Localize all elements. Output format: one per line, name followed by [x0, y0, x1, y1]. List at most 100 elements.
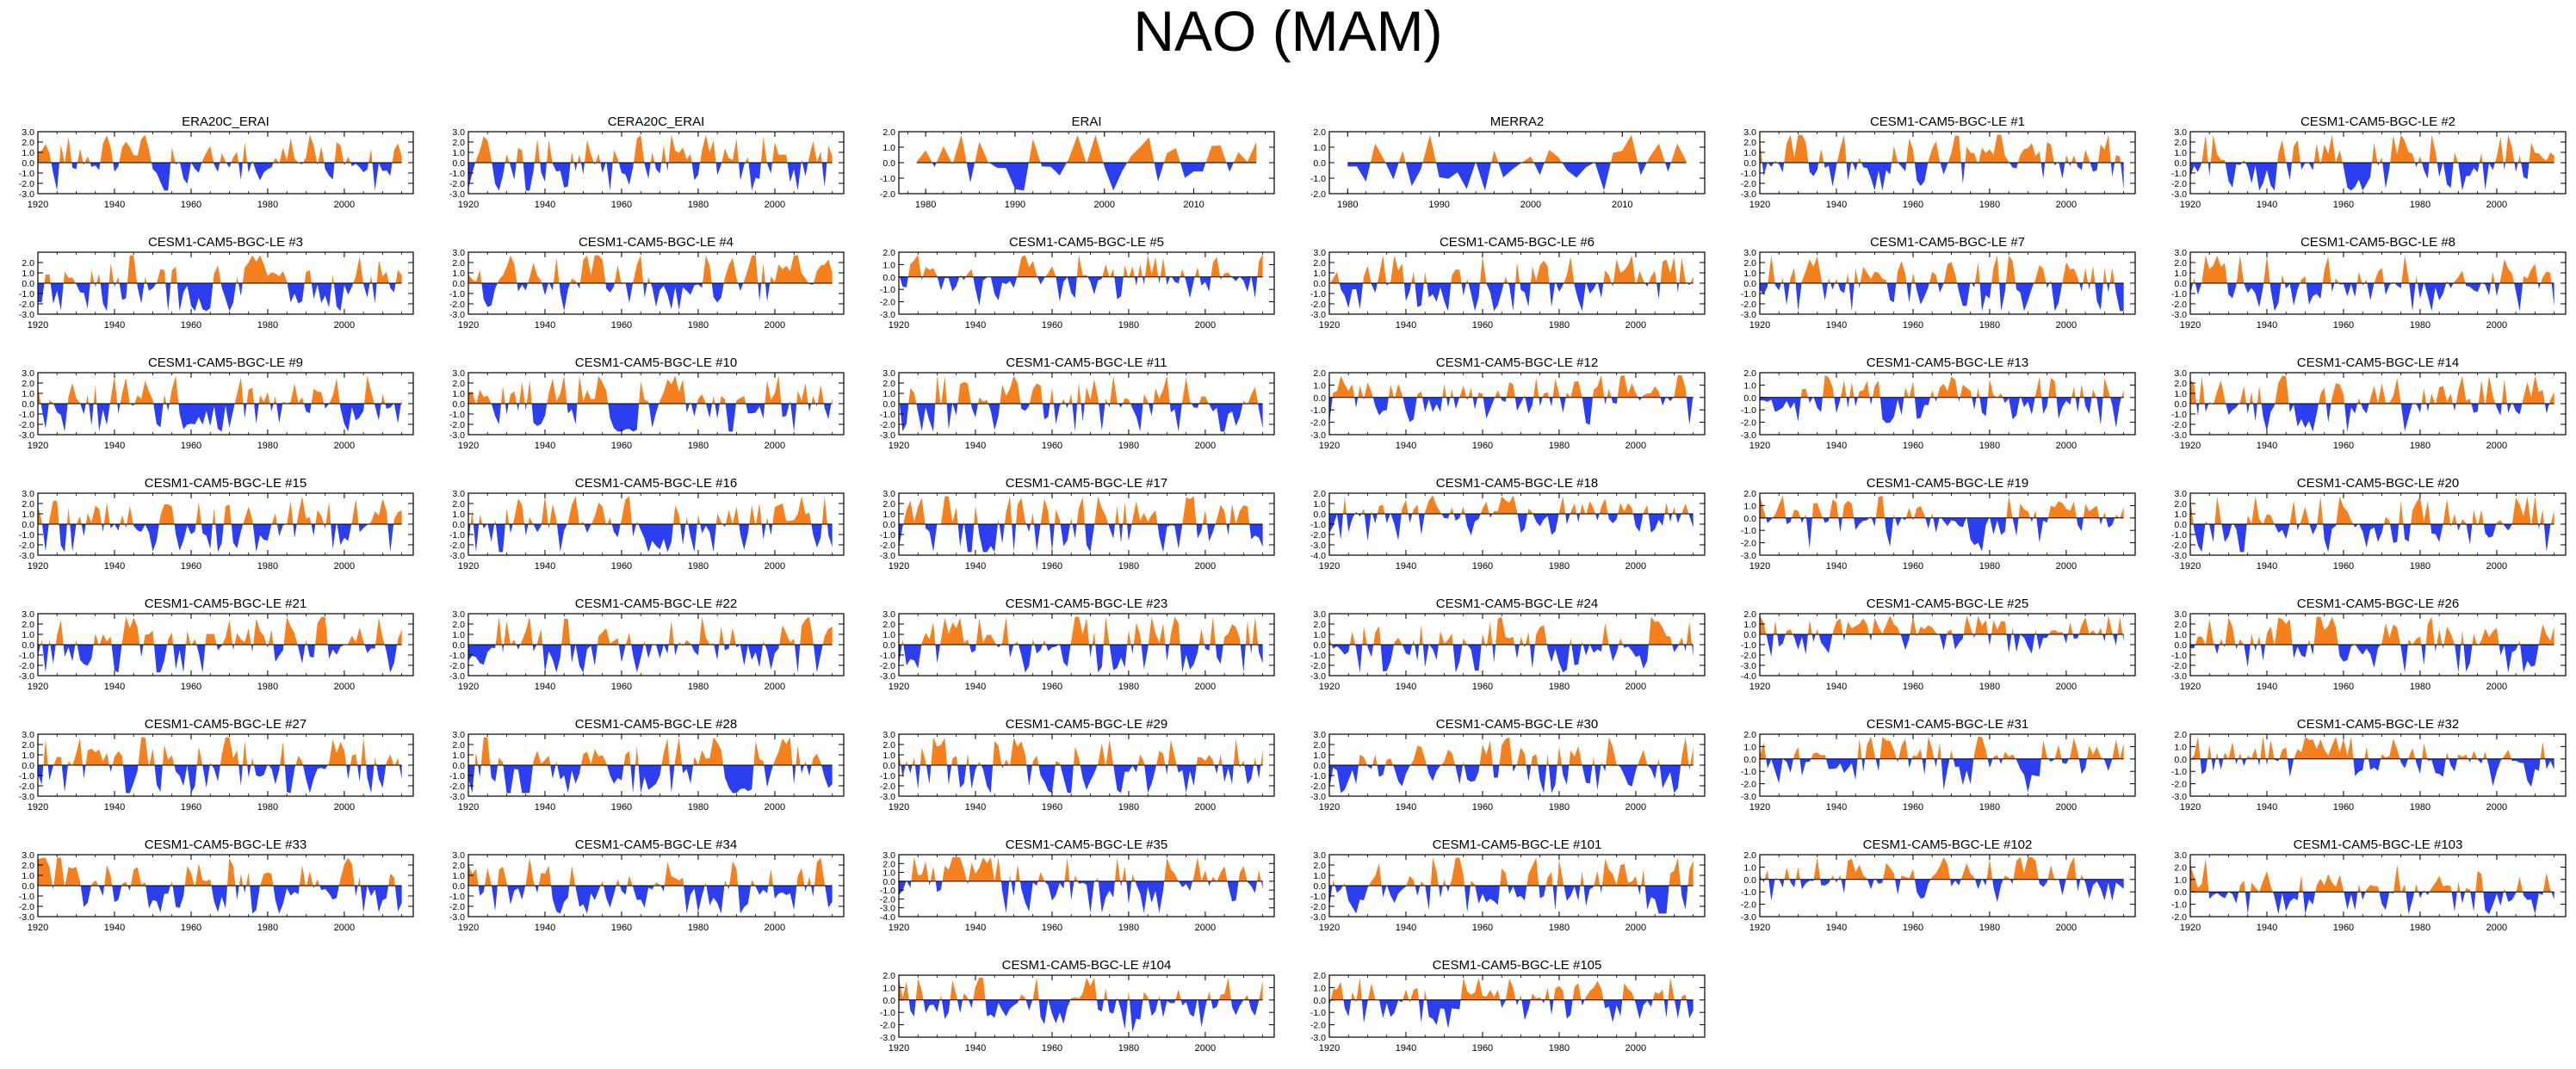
x-tick-label: 1960	[1472, 320, 1493, 331]
y-tick-label: 0.0	[1313, 158, 1326, 169]
x-tick-label: 1980	[1118, 320, 1139, 331]
x-tick-label: 2000	[2056, 682, 2077, 692]
x-tick-label: 2000	[2056, 923, 2077, 933]
panel-42: CESM1-CAM5-BGC-LE #103 3.02.0 1.00.0 -1.0-2…	[2171, 837, 2567, 933]
panel-title: CESM1-CAM5-BGC-LE #18	[1436, 476, 1598, 491]
x-tick-label: 1940	[1396, 320, 1416, 331]
y-tick-label: -2.0	[19, 300, 34, 310]
y-tick-label: 0.0	[2174, 399, 2187, 410]
y-tick-label: 3.0	[452, 609, 465, 620]
panel-title: CESM1-CAM5-BGC-LE #13	[1867, 355, 2028, 370]
y-tick-label: 1.0	[22, 389, 34, 399]
x-tick-label: 1960	[611, 561, 632, 572]
y-tick-label: 0.0	[452, 520, 465, 530]
x-tick-label: 1920	[1319, 441, 1340, 451]
y-tick-label: 1.0	[452, 871, 465, 881]
panel-26: CESM1-CAM5-BGC-LE #22 3.02.01.00.0-1.0-2.…	[449, 596, 845, 692]
y-tick-label: 0.0	[2174, 640, 2187, 651]
x-tick-label: 1920	[458, 682, 479, 692]
x-tick-label: 1980	[2410, 802, 2430, 813]
x-tick-label: 1980	[1979, 682, 2000, 692]
panel-title: CESM1-CAM5-BGC-LE #28	[575, 717, 737, 732]
y-tick-label: 1.0	[22, 630, 34, 640]
y-tick-label: 0.0	[22, 279, 34, 289]
y-tick-label: 3.0	[2174, 850, 2187, 861]
x-tick-label: 1960	[611, 682, 632, 692]
positive-area	[906, 857, 1261, 881]
y-tick-label: 2.0	[22, 499, 34, 510]
y-tick-label: 3.0	[22, 489, 34, 499]
x-tick-label: 1980	[2410, 682, 2430, 692]
negative-area	[41, 524, 394, 553]
y-tick-label: 0.0	[882, 273, 895, 283]
y-tick-label: 2.0	[882, 127, 895, 138]
y-tick-label: -2.0	[449, 661, 465, 671]
panel-31: CESM1-CAM5-BGC-LE #27 3.02.01.00.0-1.0-2.…	[19, 717, 414, 813]
negative-area	[1329, 999, 1694, 1029]
panel-title: CESM1-CAM5-BGC-LE #105	[1433, 958, 1602, 973]
y-tick-label: -3.0	[1741, 661, 1756, 671]
y-tick-label: 0.0	[2174, 755, 2187, 765]
y-tick-label: -4.0	[1310, 551, 1326, 561]
panel-title: CESM1-CAM5-BGC-LE #9	[148, 355, 303, 370]
panel-17: CESM1-CAM5-BGC-LE #13 2.01.0 0.0-1.0 -2.0-3…	[1741, 355, 2136, 451]
y-tick-label: 1.0	[2174, 630, 2187, 640]
plot-frame	[898, 251, 1275, 315]
panel-title: CESM1-CAM5-BGC-LE #3	[148, 235, 303, 250]
x-tick-label: 1960	[1472, 561, 1493, 572]
y-tick-label: 3.0	[452, 368, 465, 379]
x-tick-label: 1980	[257, 923, 278, 933]
y-tick-label: -2.0	[19, 902, 34, 912]
x-tick-label: 1920	[889, 923, 909, 933]
panel-title: CESM1-CAM5-BGC-LE #30	[1436, 717, 1598, 732]
y-tick-label: -1.0	[2171, 410, 2187, 420]
y-tick-label: -3.0	[449, 912, 465, 923]
y-tick-label: 1.0	[22, 751, 34, 761]
y-tick-label: -2.0	[1741, 900, 1756, 911]
y-tick-label: -3.0	[880, 904, 895, 914]
y-tick-label: 3.0	[882, 850, 895, 861]
x-tick-label: 1920	[1749, 200, 1770, 210]
x-tick-label: 1920	[458, 441, 479, 451]
negative-area	[2190, 283, 2554, 312]
x-tick-label: 1920	[458, 923, 479, 933]
x-tick-label: 1980	[688, 923, 709, 933]
negative-area	[1762, 163, 2124, 191]
y-tick-label: 1.0	[22, 871, 34, 881]
y-tick-label: -1.0	[880, 1008, 895, 1018]
x-tick-label: 1980	[688, 682, 709, 692]
panel-38: CESM1-CAM5-BGC-LE #34 3.02.01.00.0-1.0-2.…	[449, 837, 845, 933]
positive-area	[1358, 737, 1694, 765]
panel-23: CESM1-CAM5-BGC-LE #19 2.0 1.0 0.0 -1.0 -2.0 -3…	[1741, 476, 2136, 572]
x-tick-label: 1940	[104, 802, 125, 813]
y-tick-label: 1.0	[1313, 143, 1326, 153]
y-tick-label: -1.0	[449, 892, 465, 902]
y-tick-label: -2.0	[880, 541, 895, 551]
x-tick-label: 1980	[1118, 441, 1139, 451]
y-tick-label: 2.0	[882, 499, 895, 510]
x-tick-label: 1990	[1005, 200, 1025, 210]
y-tick-label: -2.0	[1741, 418, 1756, 429]
y-tick-label: 3.0	[1313, 248, 1326, 258]
panel-title: MERRA2	[1490, 114, 1545, 129]
y-tick-label: 1.0	[1313, 983, 1326, 993]
panel-title: CESM1-CAM5-BGC-LE #35	[1006, 837, 1167, 852]
y-tick-label: 2.0	[1743, 489, 1756, 499]
y-tick-label: -2.0	[1741, 780, 1756, 790]
x-tick-label: 2010	[1612, 200, 1632, 210]
x-tick-label: 1960	[1042, 802, 1062, 813]
panel-title: CESM1-CAM5-BGC-LE #26	[2297, 596, 2459, 611]
x-tick-label: 1980	[257, 561, 278, 572]
y-tick-label: 0.0	[882, 877, 895, 887]
y-tick-label: 2.0	[882, 740, 895, 751]
y-tick-label: 1.0	[1313, 871, 1326, 881]
y-tick-label: 0.0	[22, 158, 34, 169]
y-tick-label: -2.0	[2171, 780, 2187, 790]
panel-title: CESM1-CAM5-BGC-LE #5	[1009, 235, 1164, 250]
x-tick-label: 1960	[2333, 802, 2354, 813]
y-tick-label: 1.0	[1743, 742, 1756, 752]
y-tick-label: -1.0	[880, 174, 895, 184]
y-tick-label: 1.0	[2174, 742, 2187, 752]
positive-area	[1768, 255, 2115, 283]
x-tick-label: 1980	[1979, 802, 2000, 813]
